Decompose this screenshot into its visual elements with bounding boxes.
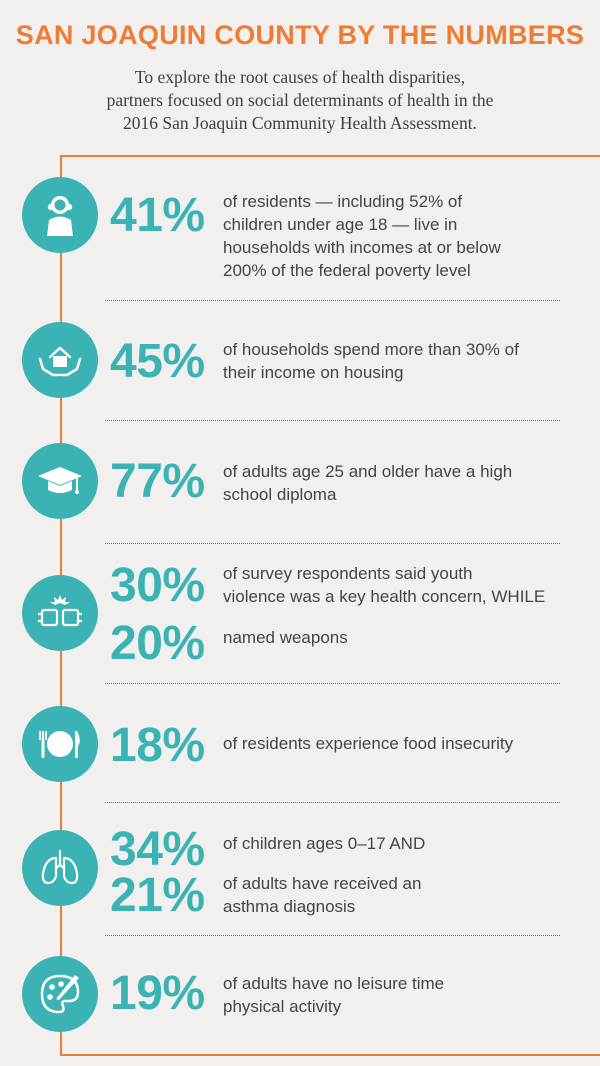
desc-line: of residents experience food insecurity xyxy=(223,734,514,753)
row-divider xyxy=(105,935,560,936)
stat-percent: 30% xyxy=(110,559,205,612)
row-divider xyxy=(105,543,560,544)
subtitle-line: partners focused on social determinants … xyxy=(106,90,494,110)
stat-description: of households spend more than 30% of the… xyxy=(223,338,583,384)
desc-line: of survey respondents said youth xyxy=(223,564,473,583)
stat-description: of adults have no leisure time physical … xyxy=(223,972,583,1018)
frame-top-border xyxy=(60,155,600,157)
child-icon xyxy=(22,177,98,253)
desc-line: of residents — including 52% of xyxy=(223,192,463,211)
fist-bump-icon xyxy=(22,575,98,651)
desc-line: physical activity xyxy=(223,997,342,1016)
stat-description: of residents experience food insecurity xyxy=(223,732,583,755)
desc-line: 200% of the federal poverty level xyxy=(223,261,471,280)
desc-line: violence was a key health concern, WHILE xyxy=(223,587,546,606)
house-in-hands-icon xyxy=(22,322,98,398)
subtitle-line: 2016 San Joaquin Community Health Assess… xyxy=(123,113,477,133)
subtitle-line: To explore the root causes of health dis… xyxy=(134,67,466,87)
palette-icon xyxy=(22,956,98,1032)
desc-line: children under age 18 — live in xyxy=(223,215,458,234)
desc-line: their income on housing xyxy=(223,363,404,382)
page-title: SAN JOAQUIN COUNTY BY THE NUMBERS xyxy=(15,20,585,50)
stat-percent: 41% xyxy=(110,189,205,242)
stat-description-secondary: of adults have received an asthma diagno… xyxy=(223,872,583,918)
desc-line: asthma diagnosis xyxy=(223,897,356,916)
stat-description: of residents — including 52% of children… xyxy=(223,190,583,282)
desc-line: of children ages 0–17 AND xyxy=(223,834,426,853)
plate-fork-knife-icon xyxy=(22,706,98,782)
row-divider xyxy=(105,683,560,684)
desc-line: of adults have received an xyxy=(223,874,422,893)
stat-percent: 34% xyxy=(110,823,205,876)
row-divider xyxy=(105,300,560,301)
row-divider xyxy=(105,802,560,803)
stat-description: of survey respondents said youth violenc… xyxy=(223,562,583,608)
lungs-icon xyxy=(22,830,98,906)
desc-line: of adults age 25 and older have a high xyxy=(223,462,513,481)
stat-percent-secondary: 20% xyxy=(110,617,205,670)
desc-line: households with incomes at or below xyxy=(223,238,501,257)
stat-percent: 18% xyxy=(110,719,205,772)
page-subtitle: To explore the root causes of health dis… xyxy=(40,66,560,135)
stat-description: of children ages 0–17 AND xyxy=(223,832,583,855)
stat-percent-secondary: 21% xyxy=(110,869,205,922)
desc-line: named weapons xyxy=(223,628,348,647)
graduation-cap-icon xyxy=(22,443,98,519)
stat-description: of adults age 25 and older have a high s… xyxy=(223,460,583,506)
stat-description-secondary: named weapons xyxy=(223,626,583,649)
desc-line: school diploma xyxy=(223,485,337,504)
desc-line: of adults have no leisure time xyxy=(223,974,445,993)
frame-bottom-border xyxy=(60,1054,600,1056)
desc-line: of households spend more than 30% of xyxy=(223,340,519,359)
stat-percent: 77% xyxy=(110,455,205,508)
row-divider xyxy=(105,420,560,421)
stat-percent: 19% xyxy=(110,967,205,1020)
stat-percent: 45% xyxy=(110,335,205,388)
